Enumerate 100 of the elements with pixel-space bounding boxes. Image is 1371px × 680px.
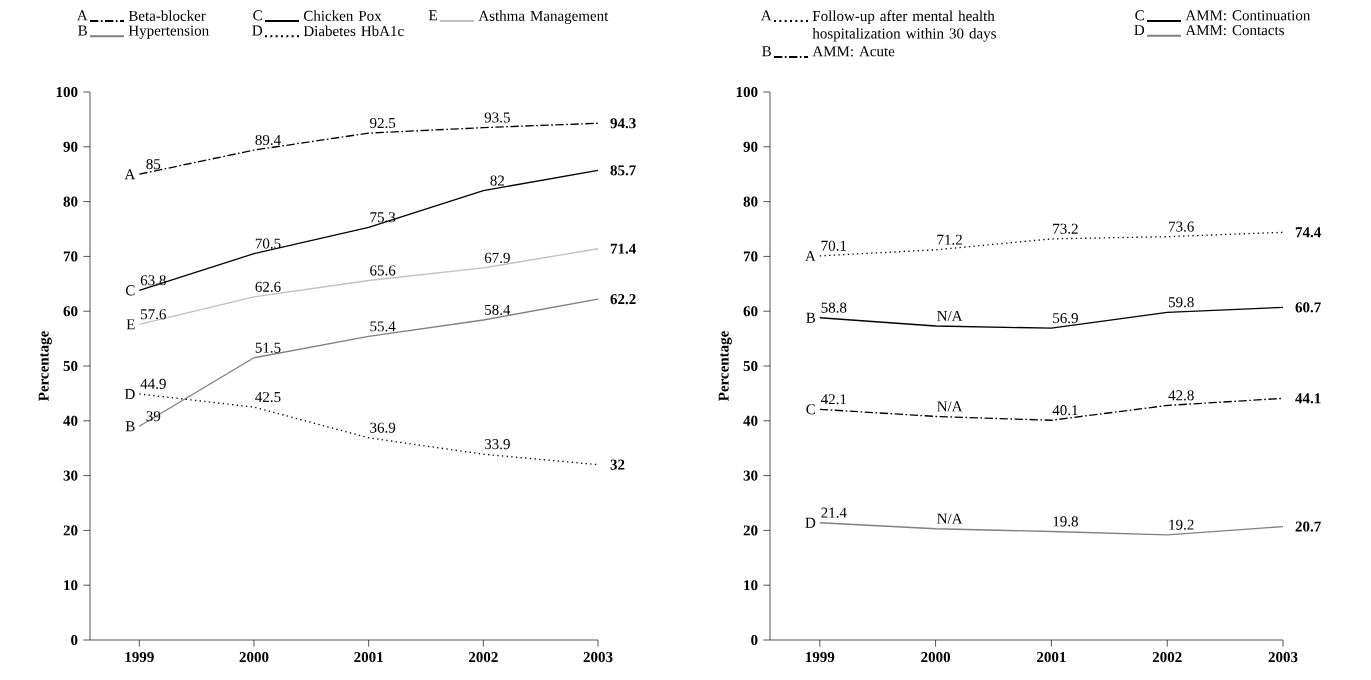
data-label: 56.9 [1053,313,1078,324]
data-label: 51.5 [255,342,281,353]
y-tick-label: 0 [751,634,758,646]
annotation: B [806,312,816,323]
data-label: 62.2 [610,294,636,305]
legend-label: Follow-up after mental health hospitalization within 30 days [812,10,996,42]
data-label: 19.2 [1169,519,1194,530]
legend-label: Beta-blocker [128,10,206,21]
data-label: 44.9 [140,378,166,389]
data-label: 73.2 [1053,223,1078,234]
annotation: D [805,517,816,528]
data-label: 44.1 [1295,393,1321,404]
data-label: 75.3 [370,212,396,223]
y-tick-label: 100 [736,86,758,98]
legend-label: AMM: Contacts [1185,25,1284,36]
x-tick-label: 2000 [921,652,951,663]
data-label: 94.3 [610,118,636,129]
data-label: 20.7 [1295,521,1321,532]
data-label: 60.7 [1295,302,1321,313]
data-label: 65.6 [370,265,396,276]
y-tick-label: 100 [56,86,78,98]
y-axis-title: Percentage [718,331,732,402]
y-tick-label: 50 [63,360,78,372]
data-label: 58.4 [485,304,511,315]
data-label: 42.5 [255,391,281,403]
data-label: 71.2 [937,234,962,245]
y-tick-label: 30 [743,470,758,481]
text: A [761,10,772,21]
legend-label: Diabetes HbA1c [303,25,404,37]
line-series [138,393,599,466]
data-label: 92.5 [370,117,396,129]
data-label: 32 [610,459,625,470]
data-label: 63.8 [140,275,166,286]
data-label: 59.8 [1168,297,1194,308]
annotation: A [805,250,816,261]
data-label: 57.6 [141,309,166,320]
annotation: D [124,389,135,399]
data-label: 93.5 [484,112,510,123]
y-axis-title: Percentage [38,331,52,402]
data-label: 70.5 [255,238,281,249]
legend-label: Hypertension [128,25,209,39]
text: D [252,25,263,36]
text: B [762,46,771,57]
data-label: N/A [937,310,963,322]
data-label: 74.4 [1295,227,1321,238]
line-series [138,169,599,292]
data-label: 36.9 [370,422,396,433]
y-tick-label: 30 [63,470,78,481]
x-tick-label: 2002 [468,652,498,663]
data-label: 39 [146,411,161,422]
x-tick-label: 2001 [354,652,383,663]
y-tick-label: 0 [71,634,78,646]
y-tick-label: 10 [64,580,78,591]
annotation: C [806,404,815,415]
x-tick-label: 1999 [806,652,835,663]
x-tick-label: 2000 [239,652,269,663]
y-tick-label: 80 [63,196,78,207]
annotation: A [124,169,136,180]
y-tick-label: 10 [744,580,758,591]
data-label: 19.8 [1053,516,1078,527]
data-label: 40.1 [1052,405,1078,416]
y-tick-label: 40 [743,415,758,426]
data-label: 58.8 [821,302,847,313]
x-tick-label: 1999 [125,652,154,663]
annotation: E [126,319,135,330]
y-tick-label: 20 [743,525,758,536]
text: E [428,10,437,21]
text: C [253,10,262,21]
data-label: 33.9 [484,439,510,450]
x-tick-label: 2003 [1268,652,1298,663]
data-label: 62.6 [255,281,281,292]
legend-label: Asthma Management [478,10,609,24]
y-tick-label: 60 [63,306,78,317]
text: C [1135,10,1144,21]
y-tick-label: 50 [743,360,758,372]
data-label: 70.1 [821,240,847,251]
x-tick-label: 2003 [583,652,613,663]
x-tick-label: 2002 [1152,652,1182,663]
legend-label: AMM: Continuation [1185,10,1311,21]
y-tick-label: 40 [63,415,78,426]
data-label: N/A [937,401,963,412]
legend-label: AMM: Acute [812,46,895,57]
data-label: 85.7 [610,165,636,176]
annotation: B [125,421,135,432]
y-tick-label: 60 [743,306,758,317]
data-label: 42.8 [1168,390,1194,401]
annotation: C [125,285,135,296]
data-label: 85 [146,159,161,170]
legend-label: Chicken Pox [303,10,382,21]
data-label: 21.4 [821,507,847,518]
x-tick-label: 2001 [1037,652,1066,663]
y-tick-label: 20 [63,525,78,536]
data-label: N/A [937,513,963,524]
data-label: 73.6 [1169,221,1194,232]
data-label: 42.1 [820,394,847,405]
y-tick-label: 80 [743,196,758,207]
text: D [1134,25,1145,35]
data-label: 82 [490,175,504,186]
data-label: 89.4 [255,134,281,146]
y-tick-label: 70 [63,251,78,262]
